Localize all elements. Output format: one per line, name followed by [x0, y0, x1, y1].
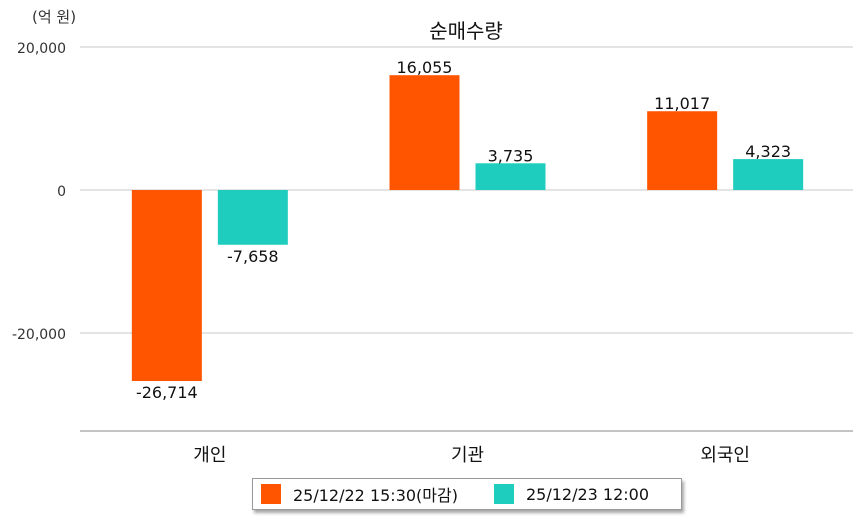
legend-label-series-1: 25/12/22 15:30(마감) — [293, 486, 458, 505]
bar-value-label: -26,714 — [136, 383, 198, 402]
legend-swatch-series-1 — [261, 484, 281, 504]
bar-1-3[interactable] — [647, 111, 718, 190]
x-tick-label: 기관 — [451, 445, 484, 466]
x-axis: 개인 기관 외국인 — [80, 430, 853, 466]
bar-value-label: -7,658 — [227, 247, 279, 266]
legend: 25/12/22 15:30(마감) 25/12/23 12:00 — [252, 478, 682, 510]
bar-1-2[interactable] — [389, 75, 460, 190]
legend-item-series-2[interactable]: 25/12/23 12:00 — [493, 484, 650, 504]
chart-title: 순매수량 — [429, 19, 503, 43]
x-tick-label: 외국인 — [700, 445, 750, 466]
bar-value-label: 16,055 — [397, 58, 453, 77]
bar-value-label: 3,735 — [488, 146, 534, 165]
bar-1-1[interactable] — [131, 190, 202, 382]
grid-lines — [80, 46, 853, 334]
y-tick-label: -20,000 — [12, 327, 66, 343]
bar-value-label: 11,017 — [654, 94, 710, 113]
y-tick-label: 0 — [57, 184, 66, 200]
bar-2-1[interactable] — [217, 190, 288, 245]
legend-label-series-2: 25/12/23 12:00 — [525, 484, 650, 504]
y-axis-ticks: 20,000 0 -20,000 — [12, 41, 66, 343]
bar-2-3[interactable] — [733, 159, 804, 190]
bar-chart: 순매수량 20,000 0 -20,000 -26,714 -7,658 16,055 3… — [12, 19, 853, 466]
bar-value-label: 4,323 — [745, 142, 791, 161]
legend-item-series-1[interactable]: 25/12/22 15:30(마감) — [261, 482, 458, 506]
y-tick-label: 20,000 — [17, 41, 66, 57]
bar-2-2[interactable] — [475, 163, 546, 190]
y-axis-unit-label: (억 원) — [32, 8, 77, 26]
legend-swatch-series-2 — [493, 484, 514, 504]
x-tick-label: 개인 — [193, 445, 226, 466]
bars: -26,714 -7,658 16,055 3,735 11,017 4,323 — [131, 58, 804, 402]
